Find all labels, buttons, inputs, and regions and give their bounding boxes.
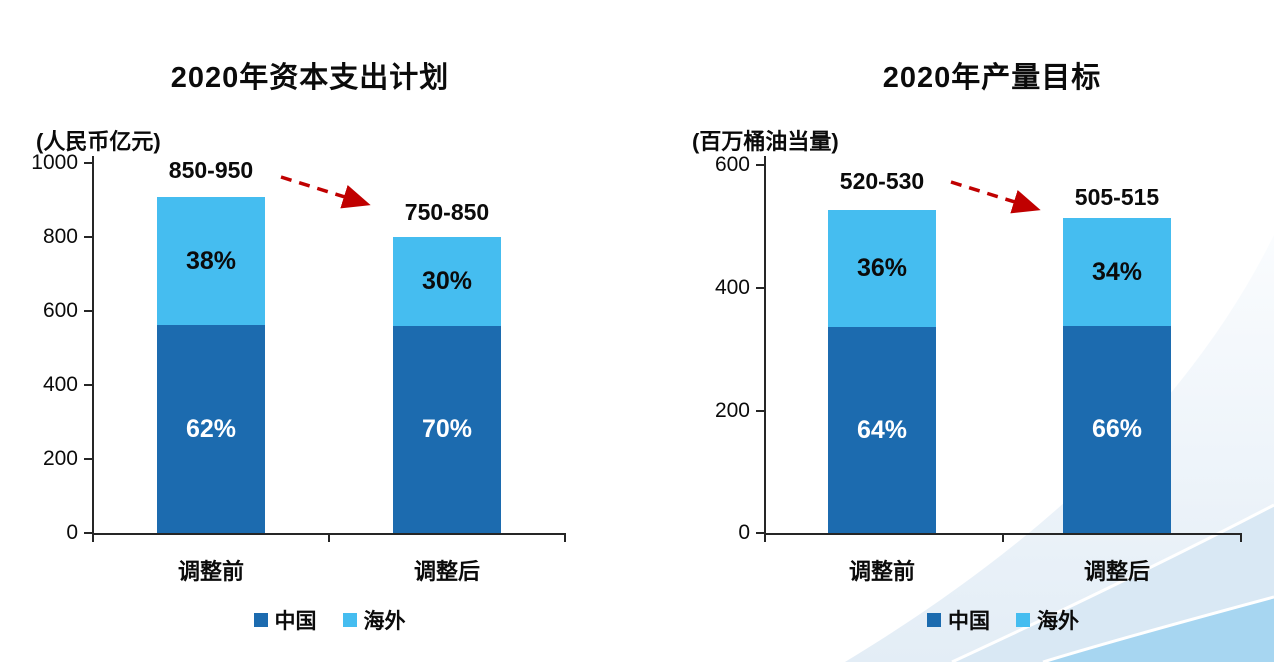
y-tick-400: 400	[714, 276, 750, 299]
y-axis-tick	[84, 458, 92, 460]
y-axis-tick	[84, 310, 92, 312]
china-percent-label: 70%	[421, 415, 473, 443]
stacked-bar-before: 38% 62%	[157, 156, 265, 533]
y-tick-200: 200	[714, 399, 750, 422]
legend-item-china: 中国	[927, 605, 990, 635]
y-axis-line	[764, 156, 766, 535]
category-label-before: 调整前	[848, 559, 915, 584]
legend-item-overseas: 海外	[1016, 605, 1079, 635]
y-tick-0: 0	[66, 521, 78, 544]
china-segment: 66%	[1063, 326, 1171, 533]
chart-capex-unit-label: (人民币亿元)	[36, 129, 161, 154]
chart-production-unit-label: (百万桶油当量)	[692, 129, 839, 154]
china-swatch-icon	[253, 613, 268, 627]
china-swatch-icon	[927, 613, 941, 627]
china-percent-label: 62%	[185, 414, 237, 443]
y-axis-tick	[84, 384, 92, 386]
overseas-segment: 36%	[828, 210, 936, 327]
overseas-percent-label: 34%	[1091, 257, 1143, 286]
y-tick-200: 200	[42, 447, 78, 470]
y-tick-1000: 1000	[31, 151, 78, 174]
total-label-before: 850-950	[168, 157, 254, 183]
total-label-before: 520-530	[839, 168, 925, 194]
stacked-bar-after: 34% 66%	[1063, 156, 1171, 533]
overseas-percent-label: 36%	[856, 254, 908, 282]
y-axis-tick	[84, 162, 92, 164]
legend-label: 中国	[274, 610, 317, 633]
chart-capex-title: 2020年资本支出计划	[170, 62, 450, 94]
legend: 中国 海外	[93, 605, 566, 635]
overseas-swatch-icon	[1016, 613, 1030, 627]
x-axis-tick	[328, 533, 330, 542]
overseas-segment: 30%	[393, 237, 501, 326]
y-axis-tick	[84, 532, 92, 534]
x-axis-tick	[1002, 533, 1004, 542]
legend-label: 海外	[1037, 610, 1079, 633]
y-axis-tick	[756, 164, 764, 166]
legend: 中国 海外	[764, 605, 1242, 635]
legend-label: 中国	[948, 610, 990, 633]
china-percent-label: 66%	[1091, 415, 1143, 443]
x-axis-tick	[1240, 533, 1242, 542]
y-axis-tick	[84, 236, 92, 238]
overseas-segment: 34%	[1063, 218, 1171, 326]
total-label-after: 750-850	[404, 199, 490, 225]
y-axis-tick	[756, 410, 764, 412]
category-label-after: 调整后	[413, 559, 480, 584]
legend-item-overseas: 海外	[342, 605, 406, 635]
x-axis-tick	[92, 533, 94, 542]
y-tick-0: 0	[738, 521, 750, 544]
overseas-percent-label: 38%	[185, 246, 237, 275]
stacked-bar-before: 36% 64%	[828, 156, 936, 533]
y-axis-tick	[756, 287, 764, 289]
overseas-percent-label: 30%	[421, 267, 473, 295]
overseas-swatch-icon	[342, 613, 357, 627]
y-tick-600: 600	[42, 299, 78, 322]
category-label-before: 调整前	[177, 559, 244, 584]
china-percent-label: 64%	[856, 415, 908, 444]
category-label-after: 调整后	[1083, 559, 1150, 584]
stacked-bar-after: 30% 70%	[393, 156, 501, 533]
y-axis-line	[92, 156, 94, 535]
china-segment: 62%	[157, 325, 265, 533]
x-axis-tick	[764, 533, 766, 542]
y-axis-tick	[756, 532, 764, 534]
production-decrease-arrow	[950, 180, 1041, 214]
chart-production-title: 2020年产量目标	[882, 62, 1102, 94]
legend-item-china: 中国	[253, 605, 317, 635]
y-tick-600: 600	[714, 153, 750, 176]
y-tick-800: 800	[42, 225, 78, 248]
china-segment: 70%	[393, 326, 501, 533]
china-segment: 64%	[828, 327, 936, 533]
y-tick-400: 400	[42, 373, 78, 396]
legend-label: 海外	[363, 610, 406, 633]
capex-decrease-arrow	[280, 175, 371, 209]
overseas-segment: 38%	[157, 197, 265, 325]
total-label-after: 505-515	[1074, 184, 1160, 210]
x-axis-tick	[564, 533, 566, 542]
